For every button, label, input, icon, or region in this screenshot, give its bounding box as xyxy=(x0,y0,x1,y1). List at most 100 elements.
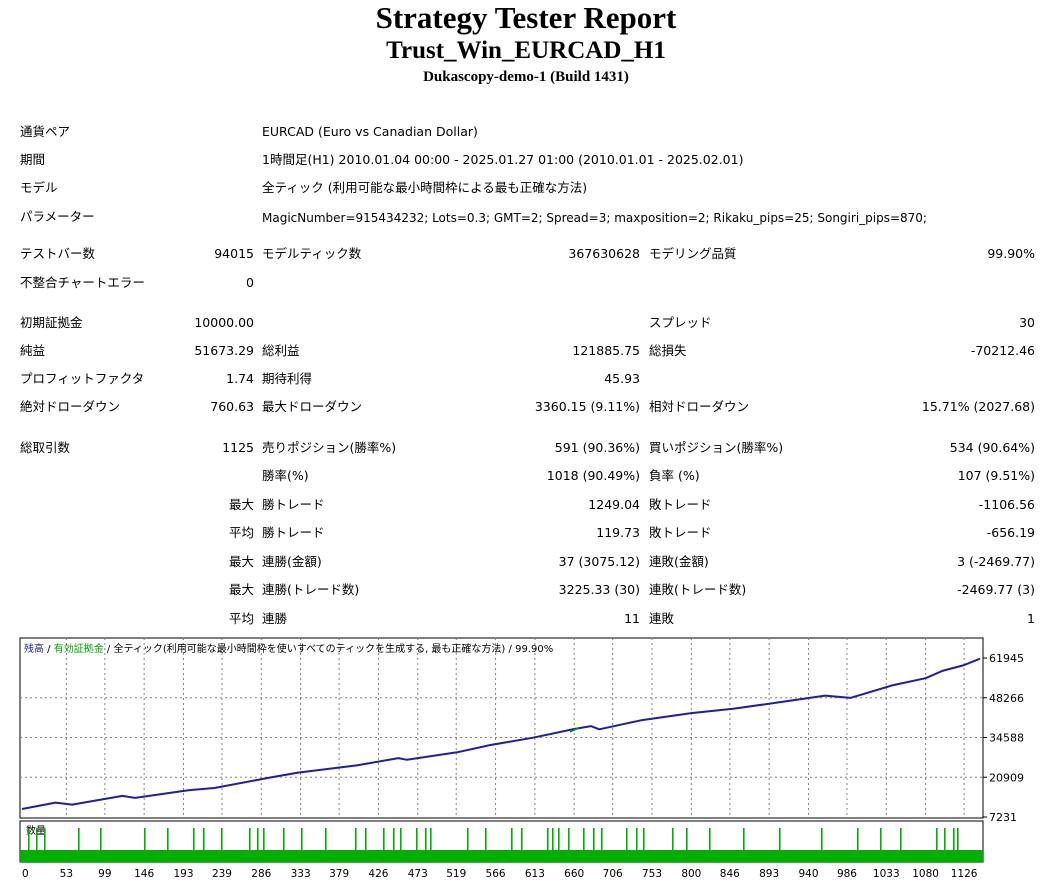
x-tick-label: 519 xyxy=(446,868,466,880)
y-tick-label: 20909 xyxy=(989,771,1024,784)
volume-bar xyxy=(547,828,549,850)
rel-dd-value: 15.71% (2027.68) xyxy=(921,399,1035,414)
avg-consec-win-value: 11 xyxy=(624,611,640,626)
volume-bar xyxy=(880,828,882,850)
volume-bar xyxy=(944,828,946,850)
deposit-value: 10000.00 xyxy=(194,315,254,330)
y-tick-label: 7231 xyxy=(989,811,1017,824)
x-tick-label: 846 xyxy=(720,868,740,880)
model-label: モデル xyxy=(20,180,58,195)
volume-bar xyxy=(301,828,303,850)
volume-bar xyxy=(365,828,367,850)
total-trades-label: 総取引数 xyxy=(20,440,71,455)
short-value: 591 (90.36%) xyxy=(554,440,640,455)
volume-bar xyxy=(686,828,688,850)
report-server: Dukascopy-demo-1 (Build 1431) xyxy=(423,69,629,85)
volume-bar xyxy=(283,828,285,850)
volume-bar xyxy=(193,828,195,850)
volume-bar xyxy=(672,828,674,850)
pf-label: プロフィットファクタ xyxy=(20,371,145,386)
volume-bar xyxy=(36,828,38,850)
long-label: 買いポジション(勝率%) xyxy=(649,440,784,455)
params-label: パラメーター xyxy=(20,209,95,224)
pair-value: EURCAD (Euro vs Canadian Dollar) xyxy=(262,124,478,139)
volume-bar xyxy=(221,828,223,850)
spread-value: 30 xyxy=(1019,315,1035,330)
model-value: 全ティック (利用可能な最小時間枠による最も正確な方法) xyxy=(262,180,588,195)
abs-dd-label: 絶対ドローダウン xyxy=(20,399,121,414)
x-tick-label: 53 xyxy=(60,868,73,880)
max-label-3: 最大 xyxy=(228,582,254,597)
x-tick-label: 0 xyxy=(22,868,29,880)
volume-bar xyxy=(709,828,711,850)
total-trades-value: 1125 xyxy=(222,440,254,455)
bars-value: 94015 xyxy=(214,246,254,261)
volume-bar xyxy=(936,828,938,850)
x-tick-label: 566 xyxy=(486,868,506,880)
abs-dd-value: 760.63 xyxy=(210,399,254,414)
x-tick-label: 1080 xyxy=(912,868,939,880)
volume-bar xyxy=(144,828,146,850)
max-win-trade-value: 1249.04 xyxy=(588,497,640,512)
x-tick-label: 146 xyxy=(134,868,154,880)
y-tick-label: 34588 xyxy=(989,732,1024,745)
y-tick-label: 61945 xyxy=(989,652,1024,665)
x-tick-label: 333 xyxy=(291,868,311,880)
volume-bar xyxy=(601,828,603,850)
x-tick-label: 660 xyxy=(564,868,584,880)
max-dd-value: 3360.15 (9.11%) xyxy=(534,399,640,414)
x-tick-label: 379 xyxy=(329,868,349,880)
x-tick-label: 286 xyxy=(251,868,271,880)
grid-layer xyxy=(20,638,983,818)
legend-sep-3: / xyxy=(505,644,515,655)
avg-win-trade-value: 119.73 xyxy=(596,525,640,540)
volume-bar xyxy=(583,828,585,850)
chart-svg: 残高 / 有効証拠金 / 全ティック(利用可能な最小時間枠を使いすべてのティック… xyxy=(19,637,1024,880)
consec-win-amount-label: 連勝(金額) xyxy=(262,554,322,569)
pf-value: 1.74 xyxy=(226,371,254,386)
consec-win-trades-value: 3225.33 (30) xyxy=(558,582,640,597)
x-tick-label: 473 xyxy=(408,868,428,880)
volume-bar xyxy=(78,828,80,850)
volume-bar xyxy=(416,828,418,850)
volume-bar xyxy=(957,828,959,850)
volume-bar xyxy=(485,828,487,850)
volume-bar xyxy=(263,828,265,850)
period-label: 期間 xyxy=(20,152,46,167)
volume-bar xyxy=(900,828,902,850)
deposit-label: 初期証拠金 xyxy=(20,315,83,330)
report-title: Strategy Tester Report xyxy=(375,0,677,35)
x-tick-label: 753 xyxy=(642,868,662,880)
avg-label-2: 平均 xyxy=(228,611,254,626)
volume-bar xyxy=(636,828,638,850)
avg-label-1: 平均 xyxy=(228,525,254,540)
x-tick-label: 800 xyxy=(681,868,701,880)
report-subtitle: Trust_Win_EURCAD_H1 xyxy=(386,37,666,64)
avg-consec-loss-label: 連敗 xyxy=(649,611,675,626)
y-axis-ticks: 61945 48266 34588 20909 7231 xyxy=(983,652,1024,824)
max-dd-label: 最大ドローダウン xyxy=(262,399,363,414)
long-value: 534 (90.64%) xyxy=(949,440,1035,455)
volume-bar xyxy=(593,828,595,850)
consec-loss-trades-value: -2469.77 (3) xyxy=(957,582,1035,597)
volume-bar xyxy=(400,828,402,850)
consec-win-trades-label: 連勝(トレード数) xyxy=(262,582,360,597)
short-label: 売りポジション(勝率%) xyxy=(262,440,397,455)
max-label-1: 最大 xyxy=(228,497,254,512)
max-label-2: 最大 xyxy=(228,554,254,569)
volume-bar xyxy=(393,828,395,850)
volume-layer xyxy=(20,828,983,862)
volume-bar xyxy=(568,828,570,850)
period-value: 1時間足(H1) 2010.01.04 00:00 - 2025.01.27 0… xyxy=(262,152,744,167)
volume-bar xyxy=(857,828,859,850)
gross-loss-label: 総損失 xyxy=(649,343,687,358)
volume-bar xyxy=(467,828,469,850)
volume-bar xyxy=(100,828,102,850)
expected-value: 45.93 xyxy=(604,371,640,386)
win-rate-value: 1018 (90.49%) xyxy=(546,468,640,483)
ticks-label: モデルティック数 xyxy=(262,246,362,261)
volume-bar xyxy=(643,828,645,850)
volume-bar xyxy=(257,828,259,850)
legend-equity: 有効証拠金 xyxy=(54,642,104,655)
consec-loss-trades-label: 連敗(トレード数) xyxy=(649,582,747,597)
